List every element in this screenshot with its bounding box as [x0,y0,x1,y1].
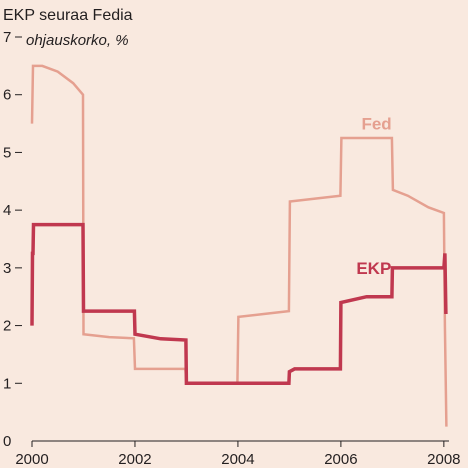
series-layer [30,64,448,427]
axes: 0 1 2 3 4 5 6 7 2000 2002 2004 2006 2008 [3,29,461,468]
y-tick-label: 1 [3,375,11,392]
series-line-fed [30,64,448,427]
labels-layer: Fed EKP [356,115,391,278]
y-tick-label: 3 [3,260,11,277]
x-tick-label: 2006 [324,451,357,468]
y-axis-label: ohjauskorko, % [26,32,129,49]
y-tick-label: 4 [3,202,11,219]
x-tick-label: 2000 [15,451,48,468]
series-label-fed: Fed [361,115,391,134]
series-line-ekp [30,222,448,386]
x-tick-label: 2002 [118,451,151,468]
x-tick-label: 2004 [221,451,254,468]
y-tick-label: 7 [3,29,11,46]
y-tick-label: 0 [3,433,11,450]
y-tick-label: 6 [3,87,11,104]
y-tick-label: 5 [3,144,11,161]
series-label-ekp: EKP [356,259,391,278]
chart-title: EKP seuraa Fedia [3,7,133,24]
x-tick-label: 2008 [427,451,460,468]
y-tick-label: 2 [3,318,11,335]
